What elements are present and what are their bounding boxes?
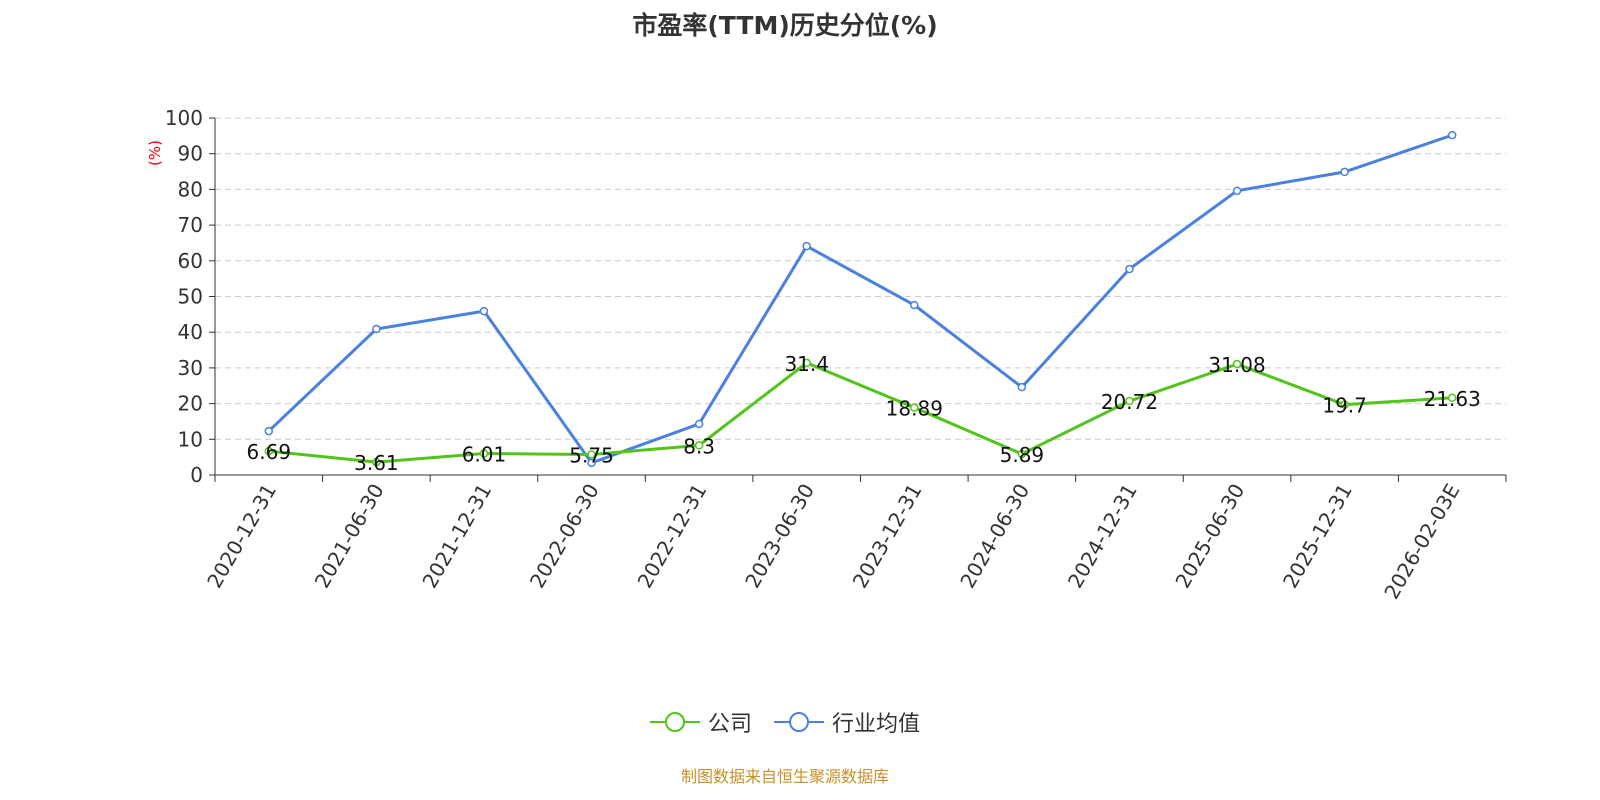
legend-item[interactable]: 行业均值 — [774, 706, 920, 738]
series-line — [267, 133, 1453, 465]
x-tick-label: 2026-02-03E — [1379, 480, 1464, 604]
data-point — [1340, 167, 1349, 177]
x-tick-label: 2021-12-31 — [417, 480, 496, 593]
x-tick-label: 2020-12-31 — [202, 480, 281, 593]
data-label: 6.69 — [247, 440, 292, 464]
data-label: 31.4 — [784, 352, 829, 376]
chart-title: 市盈率(TTM)历史分位(%) — [632, 11, 938, 40]
data-label: 8.3 — [683, 434, 715, 458]
x-tick-label: 2025-12-31 — [1278, 480, 1357, 593]
y-tick-label: 20 — [178, 392, 203, 416]
data-point — [264, 426, 274, 436]
legend-label: 公司 — [707, 712, 752, 737]
x-tick-label: 2024-12-31 — [1063, 480, 1142, 593]
data-label: 6.01 — [462, 443, 507, 467]
data-point — [372, 324, 381, 334]
data-label: 20.72 — [1101, 390, 1158, 414]
x-tick-label: 2021-06-30 — [310, 480, 389, 593]
x-tick-label: 2023-06-30 — [740, 480, 819, 593]
legend-item[interactable]: 公司 — [649, 706, 752, 738]
y-tick-label: 0 — [190, 463, 203, 487]
source-footer: 制图数据来自恒生聚源数据库 — [680, 767, 889, 786]
y-tick-label: 70 — [178, 213, 203, 237]
data-point — [1125, 264, 1134, 274]
data-point — [479, 449, 489, 458]
x-tick-label: 2022-06-30 — [525, 480, 604, 593]
data-point — [910, 403, 919, 412]
data-point — [587, 458, 596, 468]
data-point — [910, 300, 919, 310]
data-point — [1017, 382, 1027, 392]
y-tick-label: 60 — [178, 249, 203, 273]
y-tick-label: 40 — [178, 320, 203, 344]
y-tick-label: 30 — [178, 356, 203, 380]
data-point — [479, 306, 489, 316]
data-point — [694, 441, 704, 450]
y-tick-label: 50 — [178, 285, 203, 309]
y-tick-label: 90 — [178, 142, 203, 166]
data-point — [1125, 396, 1134, 406]
y-tick-label: 80 — [178, 177, 203, 201]
data-point — [1447, 130, 1457, 140]
x-tick-label: 2022-12-31 — [633, 480, 712, 593]
data-label: 19.7 — [1322, 394, 1367, 418]
line-chart: 0 10 20 30 40 50 60 70 80 90 100(%) 2020-12-31 2021-… — [146, 106, 1507, 604]
x-tick-label: 2024-06-30 — [955, 480, 1034, 593]
data-point — [587, 450, 596, 459]
y-tick-label: 100 — [165, 106, 203, 130]
data-label: 21.63 — [1424, 387, 1481, 411]
data-point — [802, 241, 811, 251]
legend: 公司 行业均值 — [0, 706, 1570, 738]
data-point — [1017, 449, 1027, 459]
legend-label: 行业均值 — [832, 712, 921, 737]
data-point — [1447, 393, 1457, 403]
data-point — [694, 419, 704, 429]
y-axis-label: (%) — [146, 140, 164, 166]
data-point — [1232, 359, 1242, 369]
legend-marker-icon — [774, 712, 824, 732]
data-point — [372, 457, 381, 467]
x-tick-label: 2025-06-30 — [1170, 480, 1249, 593]
data-label: 3.61 — [354, 451, 399, 475]
data-label: 5.89 — [1000, 443, 1045, 467]
data-label: 31.08 — [1208, 353, 1265, 377]
data-point — [802, 358, 811, 368]
data-point — [1340, 400, 1349, 409]
data-point — [1232, 186, 1242, 196]
legend-marker-icon — [649, 712, 700, 732]
data-point — [264, 446, 274, 456]
series-line — [268, 361, 1453, 464]
x-tick-label: 2023-12-31 — [848, 480, 927, 593]
data-label: 18.89 — [886, 397, 943, 421]
y-tick-label: 10 — [178, 427, 203, 451]
data-label: 5.75 — [569, 443, 614, 467]
